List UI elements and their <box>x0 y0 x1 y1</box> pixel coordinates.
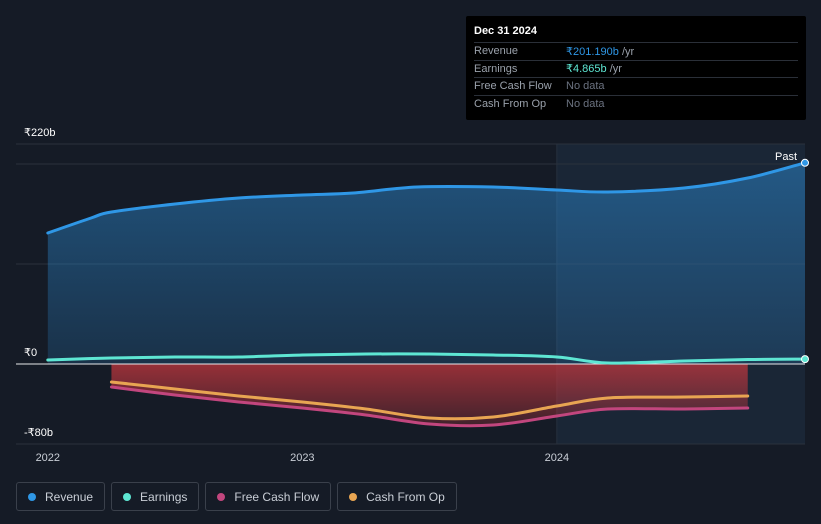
tooltip-row-fcf: Free Cash Flow No data <box>474 77 798 95</box>
past-label: Past <box>775 151 797 163</box>
y-tick-label: -₹80b <box>24 427 53 439</box>
legend-label: Earnings <box>140 489 188 504</box>
revenue-dot-icon <box>28 492 36 501</box>
earnings-end-marker <box>801 355 809 364</box>
tooltip-label: Cash From Op <box>474 97 547 110</box>
tooltip-date: Dec 31 2024 <box>474 25 537 37</box>
revenue-area <box>47 162 806 364</box>
tooltip: Dec 31 2024 Revenue ₹201.190b /yr Earnin… <box>466 16 806 120</box>
tooltip-label: Free Cash Flow <box>474 80 552 93</box>
free-cash-flow-line <box>109 385 750 428</box>
tooltip-value: ₹4.865b <box>566 63 607 76</box>
free-cash-flow-dot-icon <box>217 492 226 501</box>
legend-item-free-cash-flow[interactable]: Free Cash Flow <box>205 482 332 511</box>
legend: Revenue Earnings Free Cash Flow Cash Fro… <box>16 482 457 511</box>
earnings-dot-icon <box>123 492 132 501</box>
tooltip-row-revenue: Revenue ₹201.190b /yr <box>474 42 798 60</box>
legend-item-cash-from-op[interactable]: Cash From Op <box>337 482 457 511</box>
cash-from-op-dot-icon <box>349 492 358 501</box>
tooltip-label: Revenue <box>474 45 519 58</box>
y-tick-label: ₹220b <box>24 127 55 139</box>
legend-label: Cash From Op <box>366 489 445 504</box>
legend-item-revenue[interactable]: Revenue <box>16 482 106 511</box>
revenue-end-marker <box>801 158 809 167</box>
tooltip-row-cfo: Cash From Op No data <box>474 94 798 113</box>
tooltip-value: No data <box>566 80 605 93</box>
y-tick-label: ₹0 <box>24 347 37 359</box>
earnings-line <box>46 352 807 365</box>
x-tick-label: 2024 <box>545 452 569 464</box>
revenue-line <box>46 161 807 235</box>
x-tick-label: 2022 <box>36 452 60 464</box>
legend-label: Revenue <box>45 489 94 504</box>
tooltip-value: ₹201.190b <box>566 45 619 58</box>
tooltip-label: Earnings <box>474 62 518 75</box>
tooltip-unit: /yr <box>618 45 635 58</box>
tooltip-row-earnings: Earnings ₹4.865b /yr <box>474 59 798 78</box>
legend-label: Free Cash Flow <box>234 489 320 504</box>
tooltip-unit: /yr <box>606 63 622 76</box>
x-tick-label: 2023 <box>290 452 314 464</box>
tooltip-value: No data <box>566 97 605 110</box>
legend-item-earnings[interactable]: Earnings <box>111 482 200 511</box>
cash-from-op-line <box>109 380 750 421</box>
